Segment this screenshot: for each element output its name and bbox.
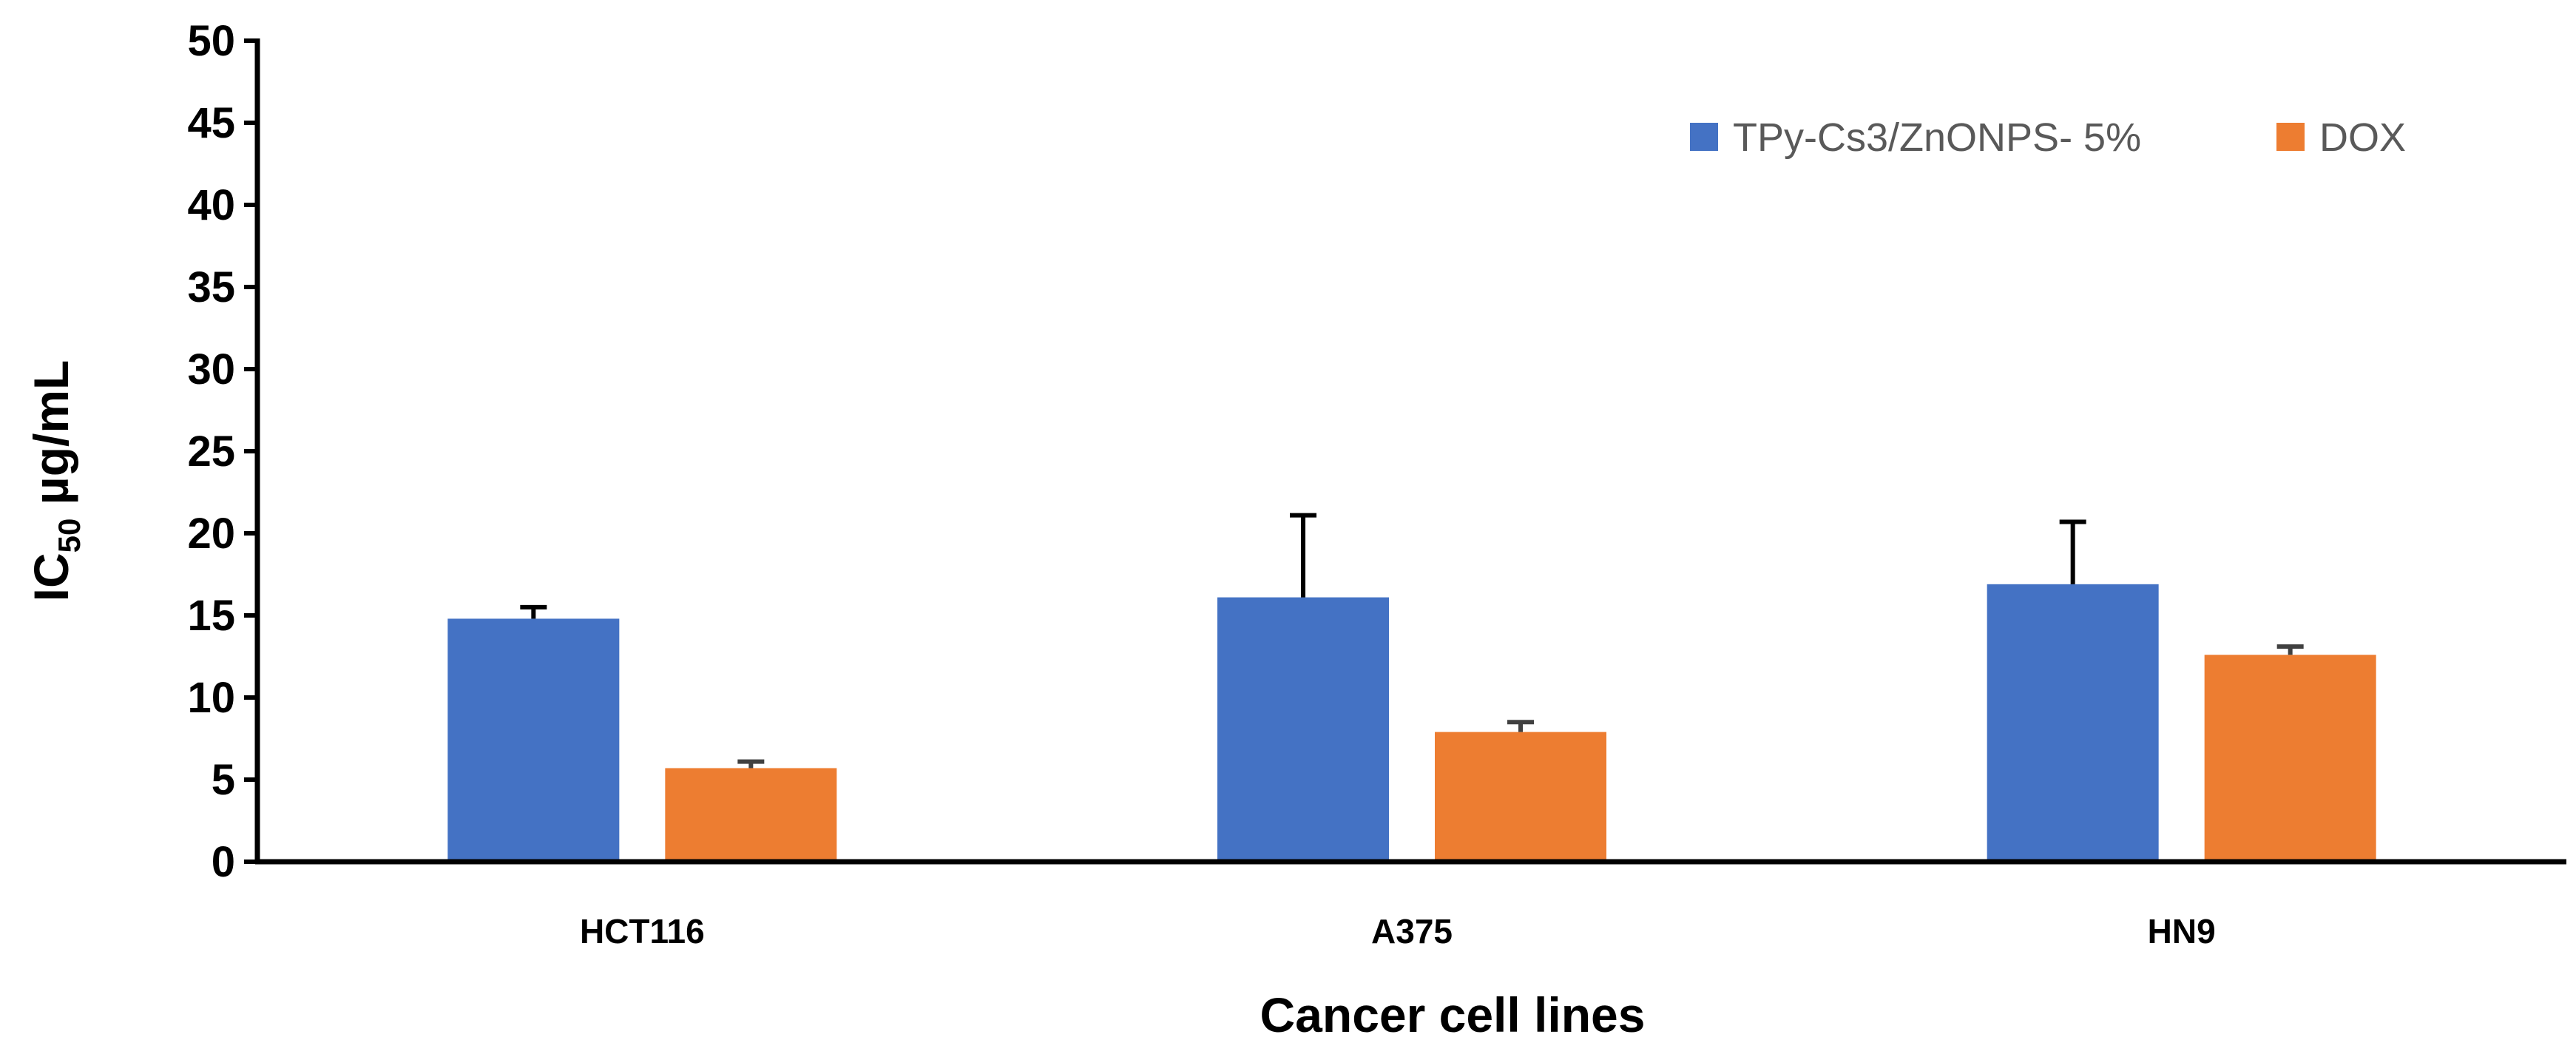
y-tick-label: 35 (187, 263, 235, 311)
legend-swatch-series-1 (1690, 123, 1718, 151)
y-tick-label: 45 (187, 99, 235, 147)
x-category-label: HCT116 (580, 912, 705, 950)
bar-hn9-series-1 (1987, 584, 2159, 862)
y-axis-title-unit: µg/mL (24, 360, 78, 519)
y-axis-title-subscript: 50 (52, 519, 87, 553)
legend-label-series-1: TPy-Cs3/ZnONPS- 5% (1733, 115, 2141, 160)
y-axis-title: IC50 µg/mL (24, 360, 87, 602)
bar-hct116-series-2 (665, 768, 837, 862)
legend-label-series-2: DOX (2319, 115, 2406, 160)
bar-series-group (447, 513, 2376, 862)
x-category-label: HN9 (2148, 912, 2216, 950)
x-axis-title: Cancer cell lines (1260, 987, 1646, 1042)
y-tick-label: 5 (212, 756, 235, 804)
x-category-label: A375 (1371, 912, 1453, 950)
bar-a375-series-1 (1217, 597, 1389, 862)
y-tick-label: 50 (187, 17, 235, 65)
y-tick-label: 25 (187, 428, 235, 476)
y-tick-label: 15 (187, 592, 235, 640)
y-tick-label: 30 (187, 345, 235, 394)
bar-a375-series-2 (1435, 732, 1606, 862)
x-axis-category-labels: HCT116 A375 HN9 (580, 912, 2216, 950)
y-tick-label: 0 (212, 838, 235, 886)
y-tick-label: 10 (187, 674, 235, 722)
y-axis-title-main: IC (24, 553, 78, 601)
y-tick-label: 20 (187, 510, 235, 558)
bar-hn9-series-2 (2204, 655, 2376, 862)
axes (254, 38, 2566, 865)
y-axis-ticks: 0 5 10 15 20 25 30 35 40 45 50 (187, 17, 257, 886)
legend-swatch-series-2 (2276, 123, 2305, 151)
bar-hct116-series-1 (447, 618, 620, 862)
legend: TPy-Cs3/ZnONPS- 5% DOX (1690, 115, 2406, 160)
y-tick-label: 40 (187, 181, 235, 229)
